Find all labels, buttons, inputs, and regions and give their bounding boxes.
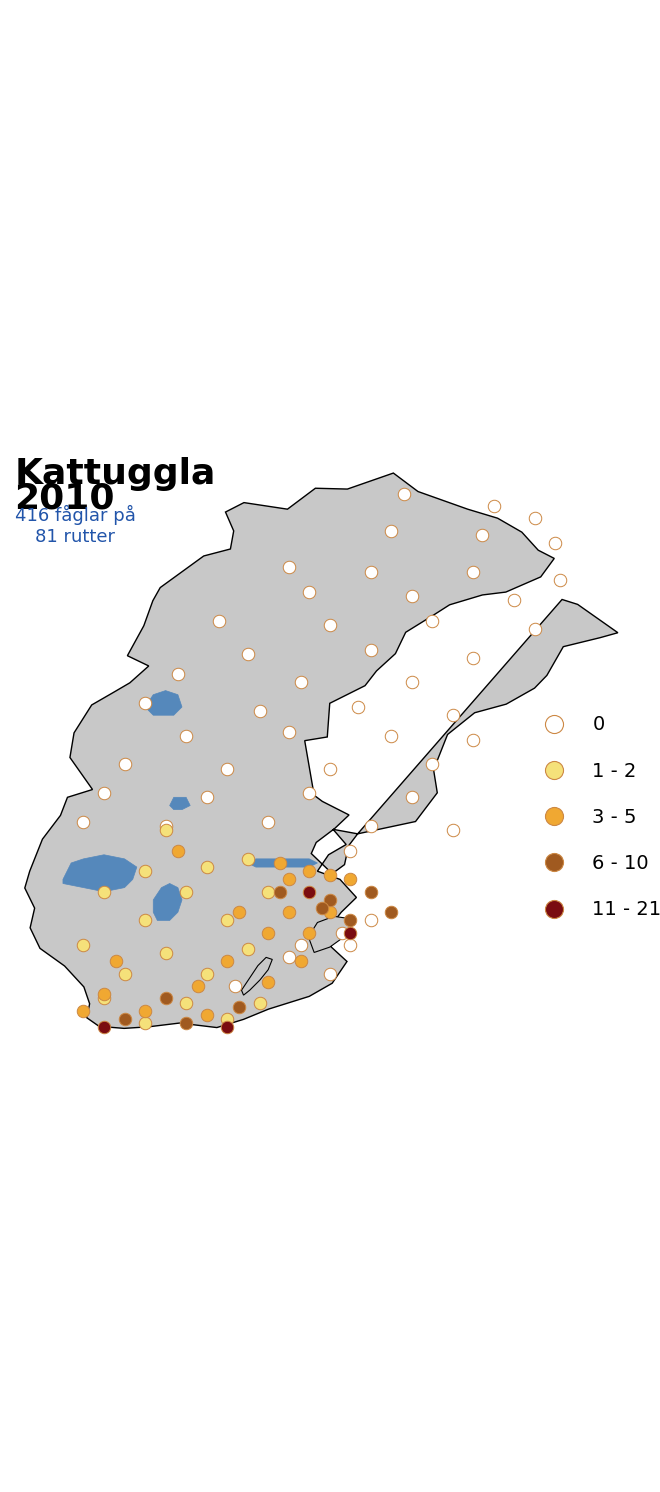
Text: 416 fåglar på
81 rutter: 416 fåglar på 81 rutter <box>15 504 135 546</box>
Polygon shape <box>63 855 137 892</box>
Polygon shape <box>248 859 317 867</box>
Text: 2010: 2010 <box>15 480 115 515</box>
Polygon shape <box>308 916 352 952</box>
Polygon shape <box>242 958 273 995</box>
Polygon shape <box>145 691 182 715</box>
Polygon shape <box>170 797 190 810</box>
Polygon shape <box>25 473 618 1028</box>
Text: Kattuggla: Kattuggla <box>15 458 216 491</box>
Legend: 0, 1 - 2, 3 - 5, 6 - 10, 11 - 21: 0, 1 - 2, 3 - 5, 6 - 10, 11 - 21 <box>534 716 660 919</box>
Polygon shape <box>153 883 182 921</box>
